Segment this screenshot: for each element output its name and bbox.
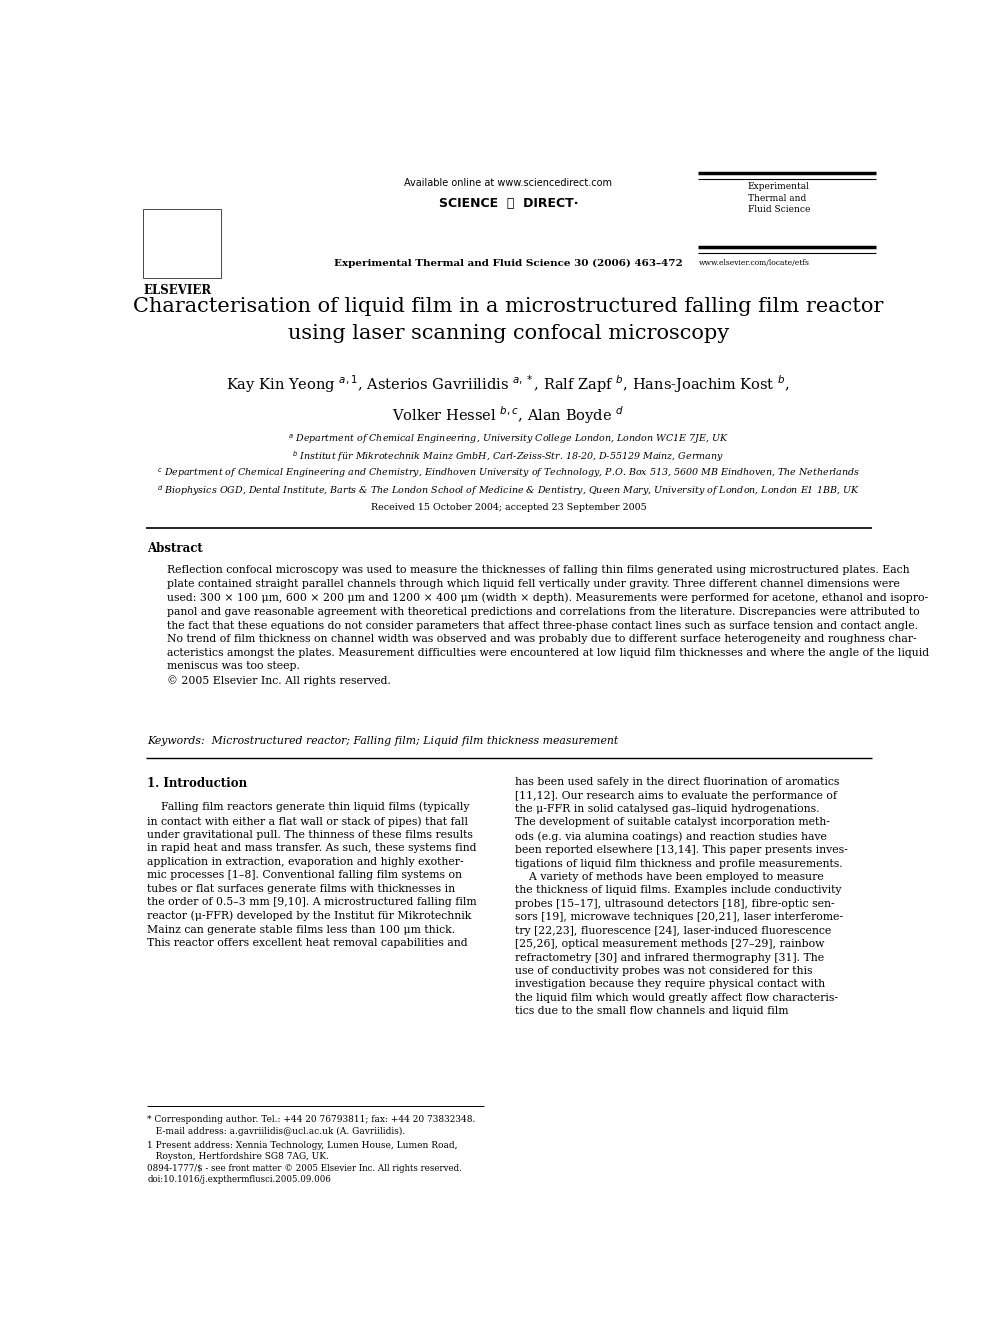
Text: Falling film reactors generate thin liquid films (typically
in contact with eith: Falling film reactors generate thin liqu… bbox=[147, 802, 477, 949]
Text: Kay Kin Yeong $^{a,1}$, Asterios Gavriilidis $^{a,*}$, Ralf Zapf $^{b}$, Hans-Jo: Kay Kin Yeong $^{a,1}$, Asterios Gavriil… bbox=[226, 373, 791, 426]
Text: Experimental Thermal and Fluid Science 30 (2006) 463–472: Experimental Thermal and Fluid Science 3… bbox=[334, 259, 682, 269]
Text: $^{c}$ Department of Chemical Engineering and Chemistry, Eindhoven University of: $^{c}$ Department of Chemical Engineerin… bbox=[157, 466, 860, 480]
Text: Experimental
Thermal and
Fluid Science: Experimental Thermal and Fluid Science bbox=[748, 181, 810, 214]
Bar bbox=[144, 209, 221, 278]
Text: 0894-1777/$ - see front matter © 2005 Elsevier Inc. All rights reserved.
doi:10.: 0894-1777/$ - see front matter © 2005 El… bbox=[147, 1164, 462, 1184]
Text: * Corresponding author. Tel.: +44 20 76793811; fax: +44 20 73832348.
   E-mail a: * Corresponding author. Tel.: +44 20 767… bbox=[147, 1115, 475, 1136]
Text: Reflection confocal microscopy was used to measure the thicknesses of falling th: Reflection confocal microscopy was used … bbox=[167, 565, 929, 687]
Text: 1 Present address: Xennia Technology, Lumen House, Lumen Road,
   Royston, Hertf: 1 Present address: Xennia Technology, Lu… bbox=[147, 1140, 457, 1162]
Text: www.elsevier.com/locate/etfs: www.elsevier.com/locate/etfs bbox=[699, 259, 810, 267]
Text: $^{a}$ Department of Chemical Engineering, University College London, London WC1: $^{a}$ Department of Chemical Engineerin… bbox=[288, 433, 729, 446]
Text: Keywords:  Microstructured reactor; Falling film; Liquid film thickness measurem: Keywords: Microstructured reactor; Falli… bbox=[147, 737, 618, 746]
Text: $^{d}$ Biophysics OGD, Dental Institute, Barts & The London School of Medicine &: $^{d}$ Biophysics OGD, Dental Institute,… bbox=[157, 483, 860, 497]
Text: 1. Introduction: 1. Introduction bbox=[147, 777, 247, 790]
Text: $^{b}$ Institut für Mikrotechnik Mainz GmbH, Carl-Zeiss-Str. 18-20, D-55129 Main: $^{b}$ Institut für Mikrotechnik Mainz G… bbox=[293, 448, 724, 463]
Text: Received 15 October 2004; accepted 23 September 2005: Received 15 October 2004; accepted 23 Se… bbox=[371, 503, 646, 512]
Text: has been used safely in the direct fluorination of aromatics
[11,12]. Our resear: has been used safely in the direct fluor… bbox=[516, 777, 848, 1016]
Text: Available online at www.sciencedirect.com: Available online at www.sciencedirect.co… bbox=[405, 179, 612, 188]
Text: ELSEVIER: ELSEVIER bbox=[144, 283, 211, 296]
Text: SCIENCE  ⓓ  DIRECT·: SCIENCE ⓓ DIRECT· bbox=[438, 197, 578, 210]
Text: Abstract: Abstract bbox=[147, 542, 203, 556]
Text: Characterisation of liquid film in a microstructured falling film reactor
using : Characterisation of liquid film in a mic… bbox=[133, 298, 884, 343]
